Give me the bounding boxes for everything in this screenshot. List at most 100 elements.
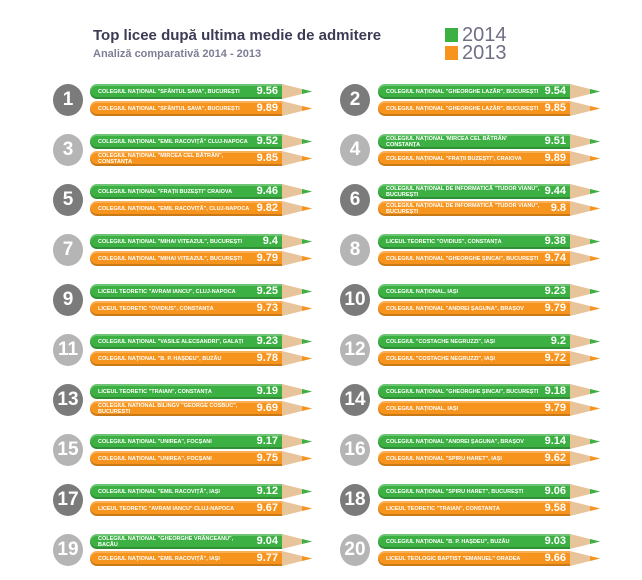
rank-badge: 8: [340, 234, 370, 266]
pencil-body: COLEGIUL NAȚIONAL "GHEORGHE VRÂNCEANU", …: [90, 534, 282, 549]
pencil-body: LICEUL TEORETIC "OVIDIUS", CONSTANȚA 9.73: [90, 301, 282, 316]
pencil-bar-s2014: COLEGIUL NAȚIONAL "B. P. HAȘDEU", BUZĂU 9…: [378, 534, 600, 549]
school-name: COLEGIUL NAȚIONAL "SFÂNTUL SAVA", BUCURE…: [98, 88, 240, 95]
score-value: 9.25: [256, 285, 278, 297]
pencil-body: COLEGIUL NAȚIONAL "GHEORGHE LAZĂR", BUCU…: [378, 101, 570, 116]
score-value: 9.03: [544, 535, 566, 547]
pencil-bar-s2014: LICEUL TEORETIC "TRAIAN", CONSTANȚA 9.19: [90, 384, 312, 399]
school-name: COLEGIUL NAȚIONAL 'MIRCEA CEL BĂTRÂN' CO…: [386, 135, 507, 148]
pencil-bar-s2013: COLEGIUL NAȚIONAL "EMIL RACOVIȚĂ", IAȘI 9…: [90, 551, 312, 566]
legend-label: 2013: [462, 42, 507, 64]
pencil-bar-s2013: COLEGIUL NAȚIONAL "GHEORGHE ȘINCAI", BUC…: [378, 251, 600, 266]
pencil-tip: [570, 201, 600, 216]
rank-badge: 10: [340, 284, 370, 316]
score-value: 9.8: [550, 202, 566, 214]
rank-badge: 5: [53, 184, 83, 216]
pencil-tip: [282, 501, 312, 516]
pencil-body: COLEGIUL NAȚIONAL "EMIL RACOVIȚĂ", IAȘI 9…: [90, 551, 282, 566]
pencil-tip: [570, 234, 600, 249]
pencil-bar-s2013: COLEGIUL NAȚIONAL "ANDREI ȘAGUNA", BRAȘO…: [378, 301, 600, 316]
score-value: 9.79: [544, 402, 566, 414]
rank-badge: 20: [340, 534, 370, 566]
page-title: Top licee după ultima medie de admitere: [93, 27, 382, 44]
pencil-bar-s2014: LICEUL TEORETIC "OVIDIUS", CONSTANȚA 9.38: [378, 234, 600, 249]
pencil-bar-s2013: COLEGIUL NAȚIONAL "UNIREA", FOCȘANI 9.75: [90, 451, 312, 466]
pencil-tip: [282, 334, 312, 349]
score-value: 9.44: [544, 185, 566, 197]
school-name: COLEGIUL NAȚIONAL "B. P. HAȘDEU", BUZĂU: [98, 355, 222, 362]
pencil-bar-s2013: COLEGIUL NATIONAL BILINGV "GEORGE COSBUC…: [90, 401, 312, 416]
pencil-tip: [570, 184, 600, 199]
pencil-body: COLEGIUL NAȚIONAL "B. P. HAȘDEU", BUZĂU 9…: [90, 351, 282, 366]
score-value: 9.72: [544, 352, 566, 364]
school-name: COLEGIUL NAȚIONAL "GHEORGHE ȘINCAI", BUC…: [386, 388, 539, 395]
pencil-tip: [570, 434, 600, 449]
rank-badge: 15: [53, 434, 83, 466]
score-value: 9.06: [544, 485, 566, 497]
pencil-bar-s2013: COLEGIUL NAȚIONAL "SFÂNTUL SAVA", BUCURE…: [90, 101, 312, 116]
school-name: COLEGIUL NAȚIONAL "UNIREA", FOCȘANI: [98, 455, 212, 462]
school-name: COLEGIUL NAȚIONAL "MIRCEA CEL BĂTRÂN", C…: [98, 152, 224, 165]
score-value: 9.19: [256, 385, 278, 397]
score-value: 9.82: [256, 202, 278, 214]
pencil-bar-s2014: COLEGIUL NAȚIONAL "EMIL RACOVIȚĂ", IAȘI 9…: [90, 484, 312, 499]
pencil-body: COLEGIUL NAȚIONAL "GHEORGHE ȘINCAI", BUC…: [378, 251, 570, 266]
pencil-body: COLEGIUL NAȚIONAL "SPIRU HARET", BUCUREȘ…: [378, 484, 570, 499]
school-name: COLEGIUL NAȚIONAL, IAȘI: [386, 405, 459, 412]
pencil-tip: [282, 251, 312, 266]
school-name: COLEGIUL NAȚIONAL "EMIL RACOVIȚĂ", IAȘI: [98, 488, 220, 495]
score-value: 9.51: [544, 135, 566, 147]
pencil-bar-s2013: COLEGIUL NAȚIONAL "MIRCEA CEL BĂTRÂN", C…: [90, 151, 312, 166]
pencil-bar-s2014: COLEGIUL NAȚIONAL "SPIRU HARET", BUCUREȘ…: [378, 484, 600, 499]
school-name: COLEGIUL NAȚIONAL "VASILE ALECSANDRI", G…: [98, 338, 244, 345]
pencil-bar-s2014: COLEGIUL NAȚIONAL DE INFORMATICĂ "TUDOR …: [378, 184, 600, 199]
pencil-body: LICEUL TEORETIC "TRAIAN", CONSTANȚA 9.19: [90, 384, 282, 399]
pencil-bar-s2014: COLEGIUL "COSTACHE NEGRUZZI", IAȘI 9.2: [378, 334, 600, 349]
score-value: 9.2: [550, 335, 566, 347]
school-name: COLEGIUL NAȚIONAL "SPIRU HARET", IAȘI: [386, 455, 502, 462]
school-name: COLEGIUL NAȚIONAL "EMIL RACOVIȚĂ", IAȘI: [98, 555, 220, 562]
pencil-bar-s2014: COLEGIUL NAȚIONAL "GHEORGHE LAZĂR", BUCU…: [378, 84, 600, 99]
rank-badge: 6: [340, 184, 370, 216]
score-value: 9.75: [256, 452, 278, 464]
pencil-tip: [282, 234, 312, 249]
pencil-tip: [282, 101, 312, 116]
school-name: COLEGIUL NAȚIONAL "GHEORGHE ȘINCAI", BUC…: [386, 255, 539, 262]
school-name: COLEGIUL "COSTACHE NEGRUZZI", IAȘI: [386, 338, 495, 345]
rank-badge: 7: [53, 234, 83, 266]
school-name: COLEGIUL NAȚIONAL "SPIRU HARET", BUCUREȘ…: [386, 488, 524, 495]
pencil-tip: [282, 151, 312, 166]
score-value: 9.77: [256, 552, 278, 564]
school-name: COLEGIUL NAȚIONAL "SFÂNTUL SAVA", BUCURE…: [98, 105, 240, 112]
pencil-tip: [570, 401, 600, 416]
pencil-bar-s2013: LICEUL TEORETIC "OVIDIUS", CONSTANȚA 9.73: [90, 301, 312, 316]
school-name: COLEGIUL NAȚIONAL "GHEORGHE LAZĂR", BUCU…: [386, 105, 539, 112]
school-name: COLEGIUL "COSTACHE NEGRUZZI", IAȘI: [386, 355, 495, 362]
pencil-body: COLEGIUL NAȚIONAL "SFÂNTUL SAVA", BUCURE…: [90, 101, 282, 116]
pencil-bar-s2014: COLEGIUL NAȚIONAL "EMIL RACOVIȚĂ" CLUJ-N…: [90, 134, 312, 149]
pencil-bar-s2014: COLEGIUL NAȚIONAL "VASILE ALECSANDRI", G…: [90, 334, 312, 349]
school-name: COLEGIUL NAȚIONAL "FRAȚII BUZEȘTI" CRAIO…: [98, 188, 233, 195]
score-value: 9.73: [256, 302, 278, 314]
pencil-body: COLEGIUL NAȚIONAL DE INFORMATICĂ "TUDOR …: [378, 201, 570, 216]
pencil-body: COLEGIUL NAȚIONAL DE INFORMATICĂ "TUDOR …: [378, 184, 570, 199]
score-value: 9.67: [256, 502, 278, 514]
pencil-bar-s2013: COLEGIUL NAȚIONAL "GHEORGHE LAZĂR", BUCU…: [378, 101, 600, 116]
pencil-body: LICEUL TEORETIC "OVIDIUS", CONSTANȚA 9.38: [378, 234, 570, 249]
pencil-bar-s2014: COLEGIUL NAȚIONAL "MIHAI VITEAZUL", BUCU…: [90, 234, 312, 249]
score-value: 9.74: [544, 252, 566, 264]
pencil-body: COLEGIUL NAȚIONAL "UNIREA", FOCȘANI 9.75: [90, 451, 282, 466]
pencil-bar-s2013: LICEUL TEOLOGIC BAPTIST "EMANUEL" ORADEA…: [378, 551, 600, 566]
pencil-tip: [282, 301, 312, 316]
pencil-bar-s2014: COLEGIUL NAȚIONAL "FRAȚII BUZEȘTI" CRAIO…: [90, 184, 312, 199]
school-name: COLEGIUL NAȚIONAL "EMIL RACOVIȚĂ" CLUJ-N…: [98, 138, 248, 145]
pencil-body: COLEGIUL "COSTACHE NEGRUZZI", IAȘI 9.2: [378, 334, 570, 349]
score-value: 9.54: [544, 85, 566, 97]
pencil-tip: [282, 134, 312, 149]
score-value: 9.78: [256, 352, 278, 364]
score-value: 9.04: [256, 535, 278, 547]
score-value: 9.17: [256, 435, 278, 447]
pencil-bar-s2013: COLEGIUL NAȚIONAL, IAȘI 9.79: [378, 401, 600, 416]
school-name: COLEGIUL NAȚIONAL "FRAȚII BUZEȘTI", CRAI…: [386, 155, 522, 162]
